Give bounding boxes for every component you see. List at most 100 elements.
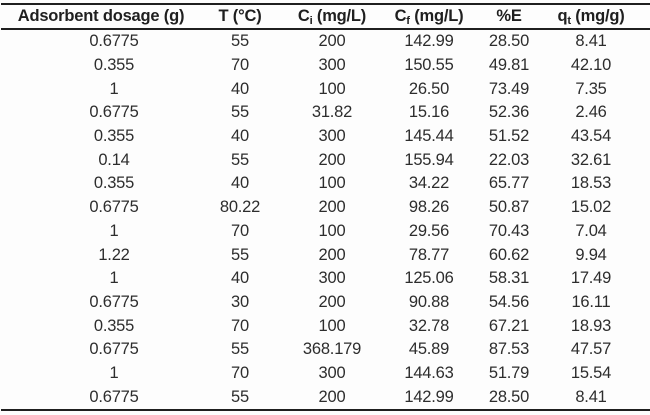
table-cell: 7.04 <box>575 221 607 240</box>
column-header-initial-concentration: Ci (mg/L) <box>279 4 385 30</box>
table-cell: 28.50 <box>488 387 530 406</box>
table-cell: 17.49 <box>570 269 612 288</box>
table-cell: 70 <box>231 221 249 240</box>
table-cell: 54.56 <box>488 292 530 311</box>
table-cell: 1 <box>109 269 119 288</box>
table-cell: 52.36 <box>488 103 530 122</box>
table-cell: 40 <box>231 174 249 193</box>
header-text: T (°C) <box>218 7 262 25</box>
table-cell: 47.57 <box>570 340 612 359</box>
table-cell: 58.31 <box>488 269 530 288</box>
table-cell: 90.88 <box>408 292 450 311</box>
table-head: Adsorbent dosage (g) T (°C) Ci (mg/L) Cf… <box>1 4 650 30</box>
header-unit: (mg/L) <box>409 7 464 25</box>
table-cell: 300 <box>318 269 346 288</box>
table-cell: 200 <box>318 32 346 51</box>
table-cell: 87.53 <box>488 340 530 359</box>
table-cell: 22.03 <box>488 150 530 169</box>
table-cell: 0.6775 <box>89 103 139 122</box>
table-row: 0.6775 30 200 90.88 54.56 16.11 <box>1 291 650 315</box>
table-cell: 16.11 <box>571 292 611 311</box>
table-cell: 42.10 <box>570 56 612 75</box>
table-cell: 80.22 <box>219 198 261 217</box>
table-cell: 49.81 <box>488 56 530 75</box>
table-cell: 0.355 <box>93 56 135 75</box>
table-cell: 15.54 <box>570 363 612 382</box>
table-cell: 18.53 <box>570 174 612 193</box>
table-row: 0.6775 55 200 142.99 28.50 8.41 <box>1 385 650 410</box>
table-cell: 1 <box>109 79 119 98</box>
column-header-final-concentration: Cf (mg/L) <box>385 4 473 30</box>
table-cell: 55 <box>231 387 249 406</box>
column-header-temperature: T (°C) <box>201 4 279 30</box>
table-cell: 8.41 <box>575 32 607 51</box>
table-cell: 34.22 <box>408 174 450 193</box>
column-header-removal-efficiency: %E <box>473 4 545 30</box>
table-cell: 43.54 <box>570 127 612 146</box>
table-cell: 67.21 <box>488 316 530 335</box>
table-cell: 300 <box>318 56 346 75</box>
header-subscript: f <box>406 14 410 27</box>
table-cell: 70 <box>231 363 249 382</box>
table-cell: 142.99 <box>404 387 454 406</box>
table-cell: 45.89 <box>408 340 450 359</box>
table-cell: 32.61 <box>570 150 612 169</box>
table-cell: 200 <box>318 198 346 217</box>
table-cell: 28.50 <box>488 32 530 51</box>
table-cell: 142.99 <box>404 32 454 51</box>
table-row: 1 40 300 125.06 58.31 17.49 <box>1 267 650 291</box>
table-cell: 51.52 <box>488 127 530 146</box>
column-header-adsorbent-dosage: Adsorbent dosage (g) <box>1 4 201 30</box>
table-cell: 32.78 <box>408 316 450 335</box>
table-row: 1 40 100 26.50 73.49 7.35 <box>1 77 650 101</box>
table-cell: 40 <box>231 79 249 98</box>
table-cell: 70 <box>231 316 249 335</box>
table-cell: 150.55 <box>404 56 454 75</box>
header-unit: (mg/g) <box>570 7 625 25</box>
table-cell: 51.79 <box>488 363 530 382</box>
table-cell: 55 <box>231 340 249 359</box>
results-table: Adsorbent dosage (g) T (°C) Ci (mg/L) Cf… <box>1 3 650 411</box>
table-cell: 65.77 <box>488 174 530 193</box>
table-row: 0.6775 55 368.179 45.89 87.53 47.57 <box>1 338 650 362</box>
table-cell: 100 <box>318 174 346 193</box>
table-row: 0.355 70 300 150.55 49.81 42.10 <box>1 54 650 78</box>
table-cell: 100 <box>318 316 346 335</box>
table-cell: 40 <box>231 269 249 288</box>
table-row: 0.6775 80.22 200 98.26 50.87 15.02 <box>1 196 650 220</box>
table-cell: 144.63 <box>404 363 454 382</box>
table-cell: 0.6775 <box>89 292 139 311</box>
header-text: %E <box>496 7 522 25</box>
table-row: 0.355 40 100 34.22 65.77 18.53 <box>1 172 650 196</box>
header-subscript: i <box>309 14 313 27</box>
table-cell: 9.94 <box>575 245 607 264</box>
header-subscript: t <box>567 14 571 27</box>
table-cell: 145.44 <box>404 127 454 146</box>
table-cell: 0.355 <box>93 174 135 193</box>
table-cell: 15.02 <box>570 198 612 217</box>
table-cell: 29.56 <box>408 221 450 240</box>
table-cell: 0.6775 <box>89 387 139 406</box>
header-text: C <box>297 7 310 25</box>
table-cell: 55 <box>231 245 249 264</box>
table-cell: 1 <box>109 221 119 240</box>
table-cell: 300 <box>318 127 346 146</box>
table-cell: 1 <box>109 363 119 382</box>
table-row: 1 70 300 144.63 51.79 15.54 <box>1 362 650 386</box>
table-cell: 70 <box>231 56 249 75</box>
table-cell: 15.16 <box>408 103 450 122</box>
table-cell: 26.50 <box>408 79 450 98</box>
table-cell: 50.87 <box>488 198 530 217</box>
table-cell: 55 <box>231 32 249 51</box>
table-cell: 31.82 <box>311 103 353 122</box>
table-row: 0.14 55 200 155.94 22.03 32.61 <box>1 148 650 172</box>
table-cell: 18.93 <box>570 316 612 335</box>
table-cell: 0.355 <box>93 316 135 335</box>
table-body: 0.6775 55 200 142.99 28.50 8.41 0.355 70 300 150.… <box>1 29 650 410</box>
table-cell: 1.22 <box>98 245 130 264</box>
table-cell: 7.35 <box>575 79 607 98</box>
table-cell: 40 <box>231 127 249 146</box>
table-row: 0.6775 55 200 142.99 28.50 8.41 <box>1 29 650 54</box>
table-cell: 100 <box>318 79 346 98</box>
table-row: 1 70 100 29.56 70.43 7.04 <box>1 220 650 244</box>
